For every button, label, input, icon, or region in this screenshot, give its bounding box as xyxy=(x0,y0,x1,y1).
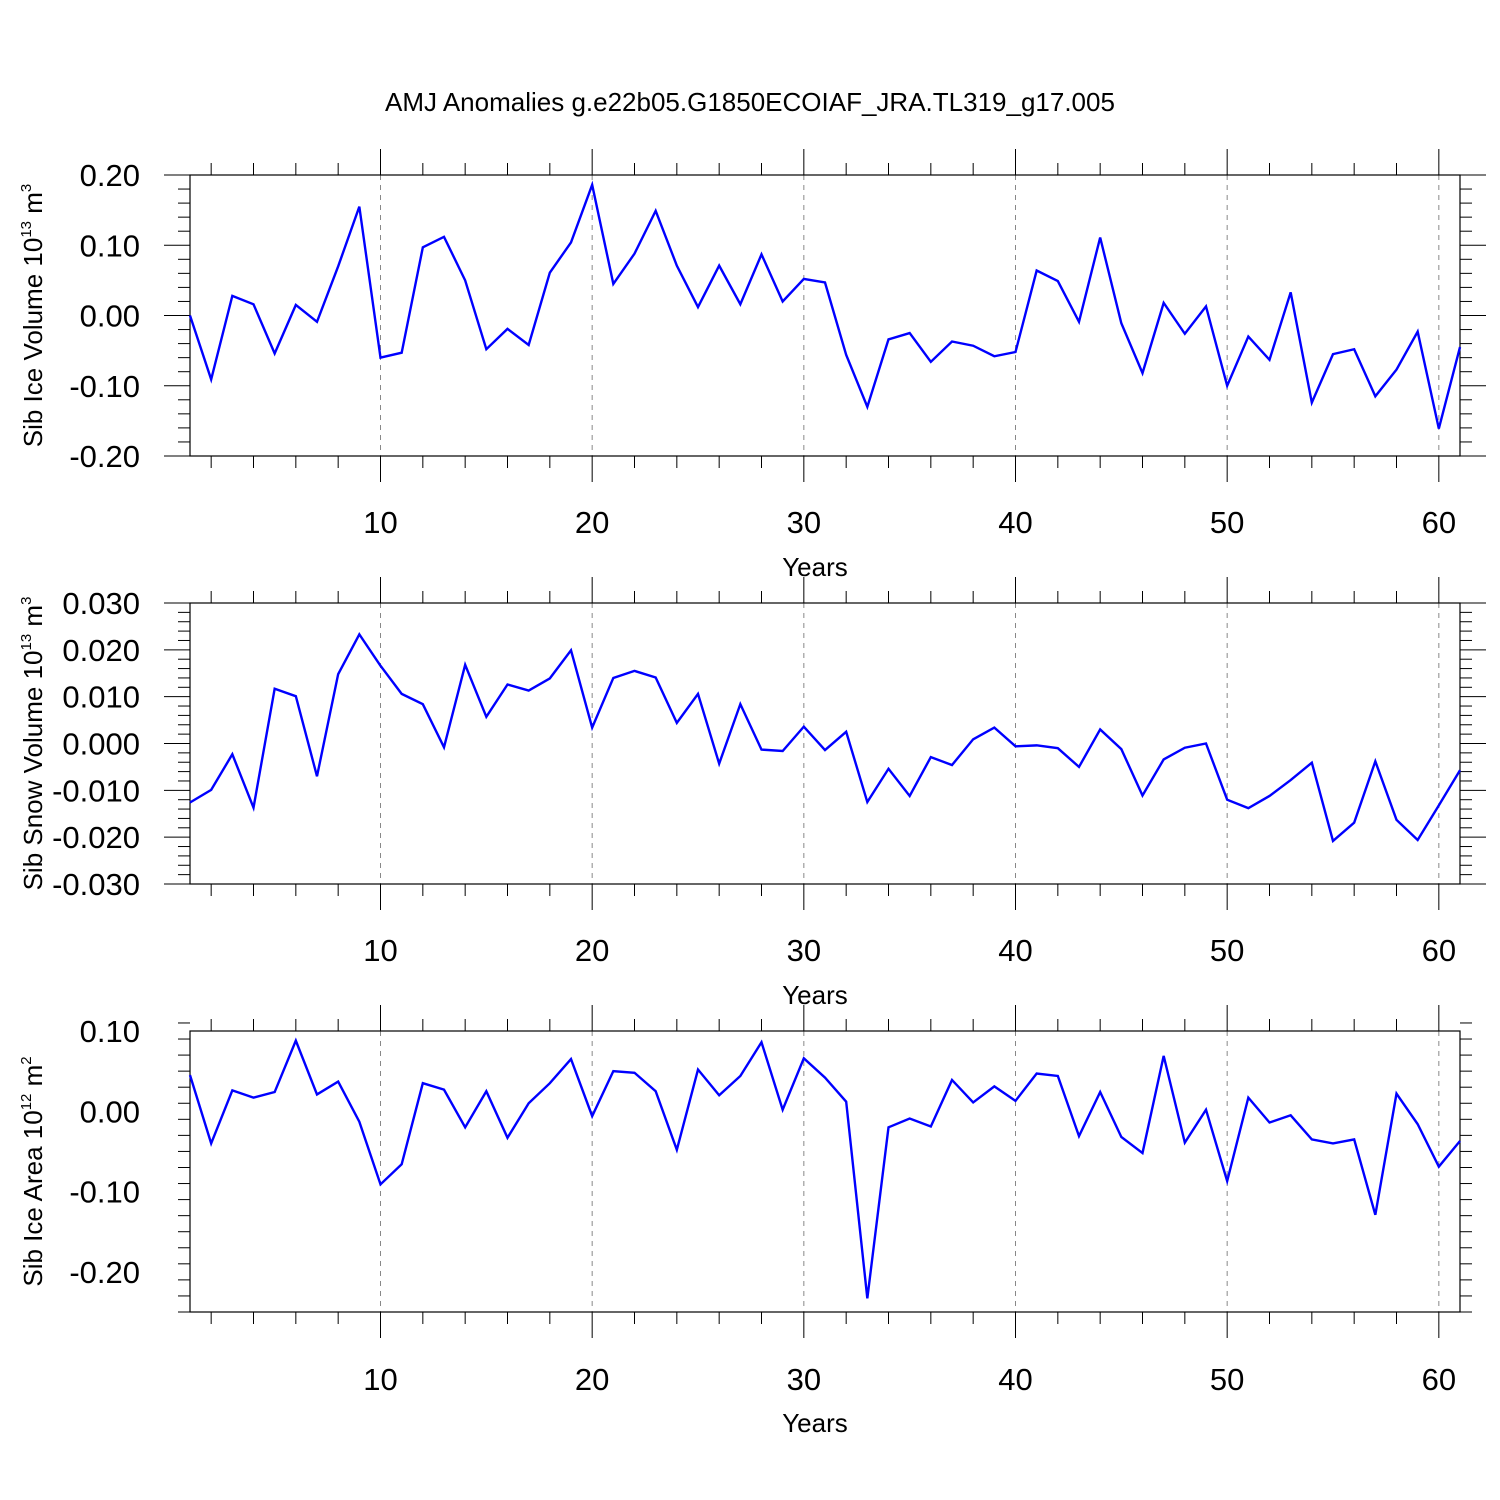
y-tick-label: 0.10 xyxy=(80,228,140,263)
chart-title: AMJ Anomalies g.e22b05.G1850ECOIAF_JRA.T… xyxy=(385,87,1115,117)
x-tick-label: 60 xyxy=(1422,1362,1456,1397)
y-tick-label: 0.10 xyxy=(80,1014,140,1049)
x-tick-label: 50 xyxy=(1210,1362,1244,1397)
panels: 10 20 30 40 50 60 -0.20 -0.10 0.00 0.10 0.20 Years S… xyxy=(18,149,1486,1438)
x-tick-label: 20 xyxy=(575,933,609,968)
x-tick-label: 60 xyxy=(1422,505,1456,540)
series-line xyxy=(189,632,1462,844)
panel-3: 10 20 30 40 50 60 -0.20 -0.10 0.00 0.10 Years Sib I… xyxy=(18,1005,1472,1438)
y-tick-label: 0.00 xyxy=(80,299,140,334)
x-tick-label: 10 xyxy=(363,505,397,540)
panel-1: 10 20 30 40 50 60 -0.20 -0.10 0.00 0.10 0.20 Years S… xyxy=(18,149,1486,582)
y-tick-label: -0.20 xyxy=(69,1255,140,1290)
y-tick-label: 0.00 xyxy=(80,1094,140,1129)
x-tick-label: 20 xyxy=(575,505,609,540)
series-line xyxy=(188,1037,1461,1299)
x-tick-label: 30 xyxy=(787,1362,821,1397)
y-axis-label: Sib Snow Volume 1013 m3 xyxy=(18,597,48,891)
x-tick-label: 30 xyxy=(787,505,821,540)
y-tick-label: -0.10 xyxy=(69,1175,140,1210)
x-tick-label: 50 xyxy=(1210,505,1244,540)
x-tick-label: 10 xyxy=(363,1362,397,1397)
y-tick-label: -0.20 xyxy=(69,439,140,474)
y-axis-label: Sib Ice Volume 1013 m3 xyxy=(18,184,48,448)
y-tick-label: 0.010 xyxy=(62,680,140,715)
x-tick-label: 60 xyxy=(1422,933,1456,968)
y-axis-label: Sib Ice Area 1012 m2 xyxy=(18,1056,48,1286)
x-tick-label: 30 xyxy=(787,933,821,968)
x-tick-label: 20 xyxy=(575,1362,609,1397)
x-tick-label: 40 xyxy=(998,933,1032,968)
y-tick-label: -0.10 xyxy=(69,369,140,404)
y-tick-label: -0.020 xyxy=(52,820,140,855)
series-line xyxy=(188,180,1462,429)
y-tick-label: 0.030 xyxy=(62,586,140,621)
x-axis-label: Years xyxy=(782,980,848,1010)
x-tick-label: 50 xyxy=(1210,933,1244,968)
x-tick-label: 40 xyxy=(998,505,1032,540)
y-tick-label: 0.020 xyxy=(62,633,140,668)
y-tick-label: 0.000 xyxy=(62,727,140,762)
y-tick-label: -0.030 xyxy=(52,867,140,902)
x-tick-label: 10 xyxy=(363,933,397,968)
plot-frame xyxy=(189,1030,1461,1313)
panel-2: 10 20 30 40 50 60 -0.030 -0.020 -0.010 0.000 0.010… xyxy=(18,577,1486,1010)
x-axis-label: Years xyxy=(782,552,848,582)
y-tick-label: -0.010 xyxy=(52,773,140,808)
x-axis-label: Years xyxy=(782,1408,848,1438)
x-tick-label: 40 xyxy=(998,1362,1032,1397)
y-tick-label: 0.20 xyxy=(80,158,140,193)
